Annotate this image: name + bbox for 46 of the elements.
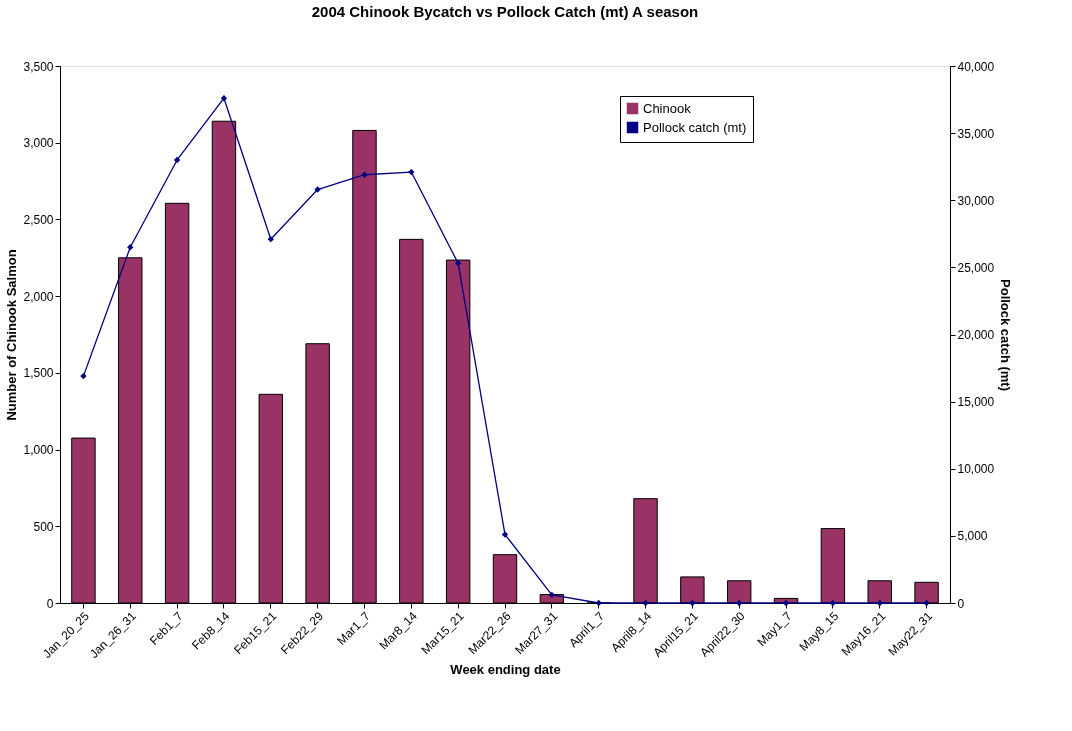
point — [80, 372, 87, 380]
y-tick-label: 2,500 — [23, 212, 54, 227]
y2-tick-label: 0 — [957, 596, 965, 611]
point — [361, 171, 368, 178]
chart-title: 2004 Chinook Bycatch vs Pollock Catch (mt) A season — [311, 3, 699, 20]
point — [314, 186, 321, 193]
point — [595, 599, 602, 607]
y-tick-label: 1,000 — [23, 443, 54, 458]
y2-tick-label: 40,000 — [957, 59, 995, 74]
point — [876, 599, 883, 607]
point — [642, 599, 649, 607]
y2-tick-label: 35,000 — [957, 126, 995, 141]
point — [267, 236, 274, 243]
y2-tick-label: 30,000 — [957, 193, 995, 208]
bar — [727, 580, 752, 604]
point — [782, 599, 790, 607]
y-tick-label: 2,000 — [23, 289, 54, 304]
bar — [633, 498, 658, 604]
y2-tick-label: 25,000 — [957, 260, 995, 275]
point — [173, 156, 181, 164]
y2-tick-label: 5,000 — [957, 529, 988, 544]
y2-tick-label: 20,000 — [957, 328, 995, 342]
x-axis-title: Week ending date — [450, 662, 561, 678]
point — [455, 260, 462, 267]
point — [736, 599, 743, 607]
y-tick-label: 0 — [46, 596, 54, 611]
point — [501, 531, 509, 538]
point — [923, 599, 930, 607]
point — [220, 95, 228, 102]
point — [829, 599, 837, 607]
y2-axis-title: Pollock catch (mt) — [998, 279, 1014, 391]
legend-label: Chinook — [643, 100, 692, 116]
y-axis-title: Number of Chinook Salmon — [4, 249, 20, 421]
y2-tick-label: 15,000 — [957, 395, 995, 410]
point — [689, 599, 696, 607]
y2-tick-label: 10,000 — [957, 462, 995, 477]
legend-label: Pollock catch (mt) — [643, 119, 747, 135]
bar — [867, 580, 892, 604]
point — [127, 244, 134, 251]
bar — [680, 576, 705, 604]
point — [408, 168, 415, 176]
y-tick-label: 500 — [33, 519, 54, 534]
y-tick-label: 3,000 — [23, 136, 54, 151]
y-tick-label: 1,500 — [23, 366, 54, 381]
y-tick-label: 3,500 — [23, 59, 54, 74]
bar — [820, 528, 846, 604]
